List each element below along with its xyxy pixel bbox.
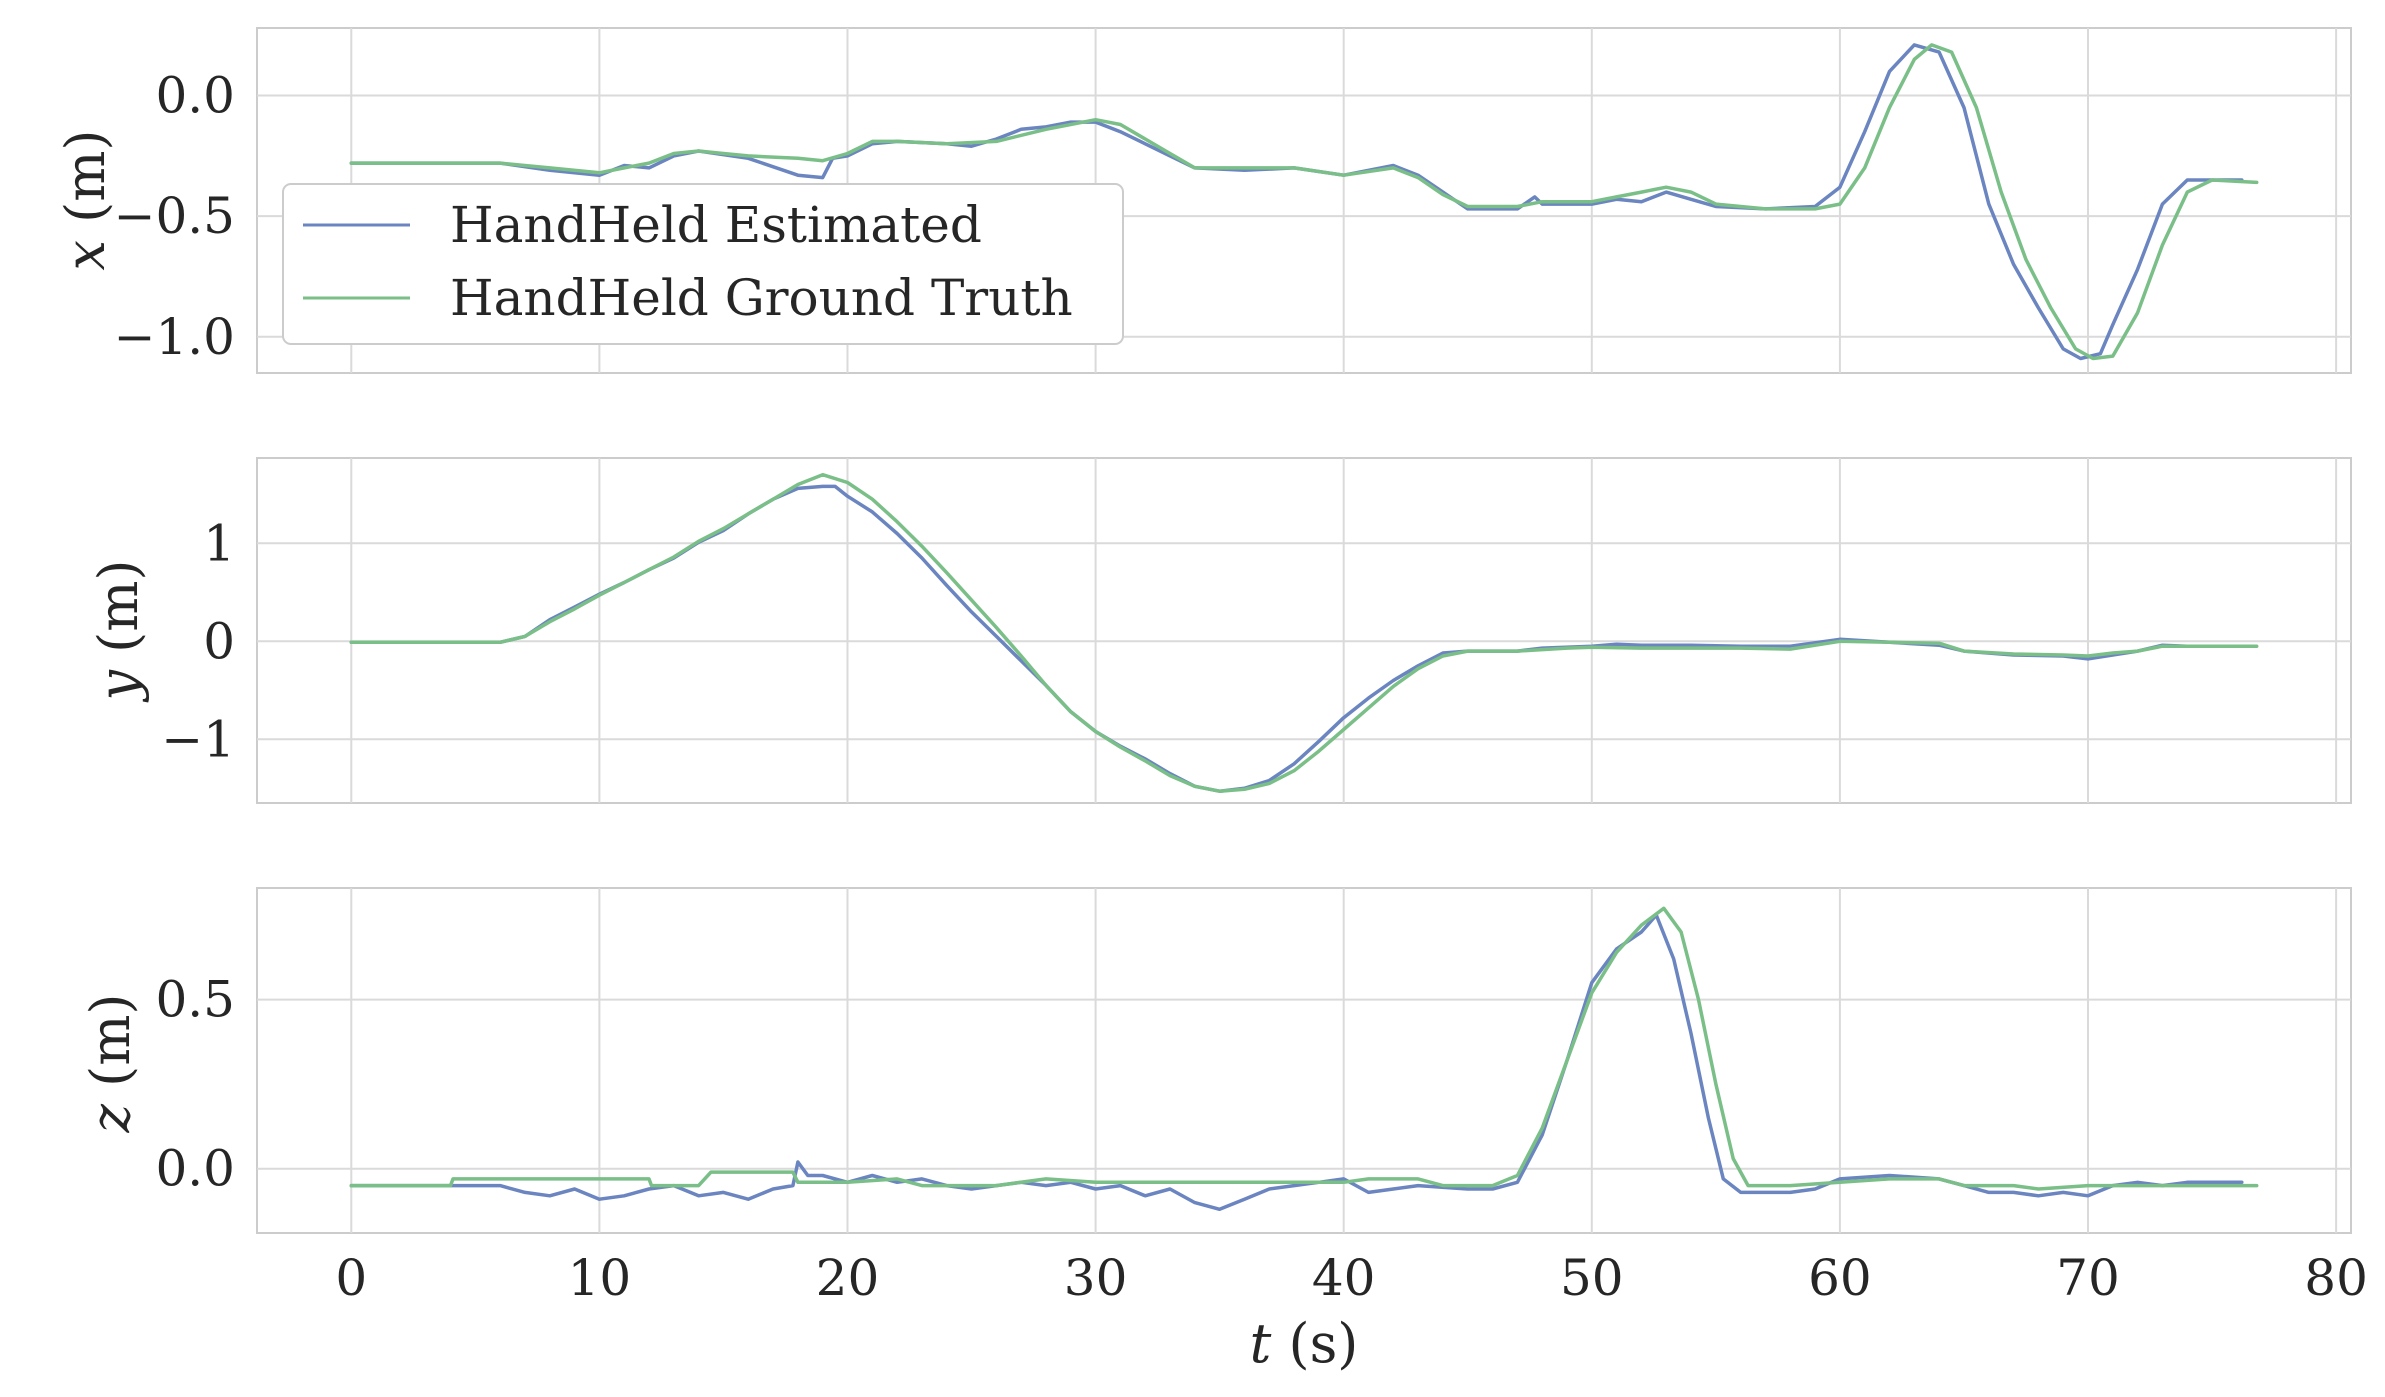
- x-tick-label: 50: [1560, 1249, 1624, 1307]
- y-tick-label: 1: [203, 514, 235, 572]
- x-tick-label: 20: [816, 1249, 880, 1307]
- x-tick-label: 40: [1312, 1249, 1376, 1307]
- yticks-x: 0.0 −0.5 −1.0: [114, 67, 235, 366]
- legend-box: [282, 183, 1124, 345]
- y-tick-label: −0.5: [114, 187, 235, 245]
- x-tick-label: 80: [2304, 1249, 2368, 1307]
- series-layer-x: [349, 43, 2259, 361]
- grid-z: [257, 888, 2351, 1233]
- legend-label-estimated: HandHeld Estimated: [450, 196, 982, 254]
- panel-z: 0.5 0.0 0 10 20 30 40 50 60 70 80 z (m) t (s): [79, 887, 2368, 1375]
- series-layer-z: [349, 906, 2259, 1212]
- panel-y: 1 0 −1 y (m): [87, 457, 2352, 804]
- y-tick-label: 0: [203, 612, 235, 670]
- yticks-y: 1 0 −1: [161, 514, 235, 768]
- series-estimated-x: [349, 43, 2244, 361]
- x-tick-label: 0: [335, 1249, 367, 1307]
- y-tick-label: 0.0: [155, 1140, 235, 1198]
- x-tick-label: 60: [1808, 1249, 1872, 1307]
- x-tick-label: 70: [2056, 1249, 2120, 1307]
- x-axis-label: t (s): [1250, 1312, 1359, 1375]
- series-layer-y: [349, 472, 2259, 793]
- yticks-z: 0.5 0.0: [155, 971, 235, 1198]
- y-axis-label-x: x (m): [54, 130, 117, 271]
- series-estimated-z: [349, 913, 2244, 1212]
- y-tick-label: 0.5: [155, 971, 235, 1029]
- x-tick-label: 30: [1064, 1249, 1128, 1307]
- x-tick-label: 10: [568, 1249, 632, 1307]
- xticks-z: 0 10 20 30 40 50 60 70 80: [335, 1249, 2368, 1307]
- y-tick-label: −1: [161, 710, 235, 768]
- legend-label-ground-truth: HandHeld Ground Truth: [450, 269, 1073, 327]
- series-ground-truth-y: [349, 472, 2259, 793]
- y-axis-label-y: y (m): [87, 559, 150, 702]
- y-tick-label: 0.0: [155, 67, 235, 125]
- grid-y: [257, 458, 2351, 803]
- plot-area-z: [256, 887, 2352, 1234]
- series-ground-truth-z: [349, 906, 2259, 1191]
- y-axis-label-z: z (m): [79, 994, 142, 1134]
- panel-x: 0.0 −0.5 −1.0 x (m) HandHeld Estimated Han…: [54, 27, 2352, 374]
- series-ground-truth-x: [349, 43, 2259, 361]
- y-tick-label: −1.0: [114, 308, 235, 366]
- legend: HandHeld Estimated HandHeld Ground Truth: [282, 183, 1124, 345]
- plot-area-y: [256, 457, 2352, 804]
